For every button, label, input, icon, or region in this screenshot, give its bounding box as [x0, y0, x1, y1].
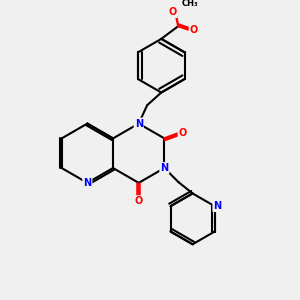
Text: O: O — [178, 128, 187, 138]
Text: N: N — [83, 178, 92, 188]
Text: CH₃: CH₃ — [181, 0, 198, 8]
Text: N: N — [160, 163, 168, 173]
Text: O: O — [169, 7, 177, 17]
Text: O: O — [190, 26, 198, 35]
Text: O: O — [135, 196, 143, 206]
Text: N: N — [135, 118, 143, 129]
Text: N: N — [213, 201, 221, 211]
